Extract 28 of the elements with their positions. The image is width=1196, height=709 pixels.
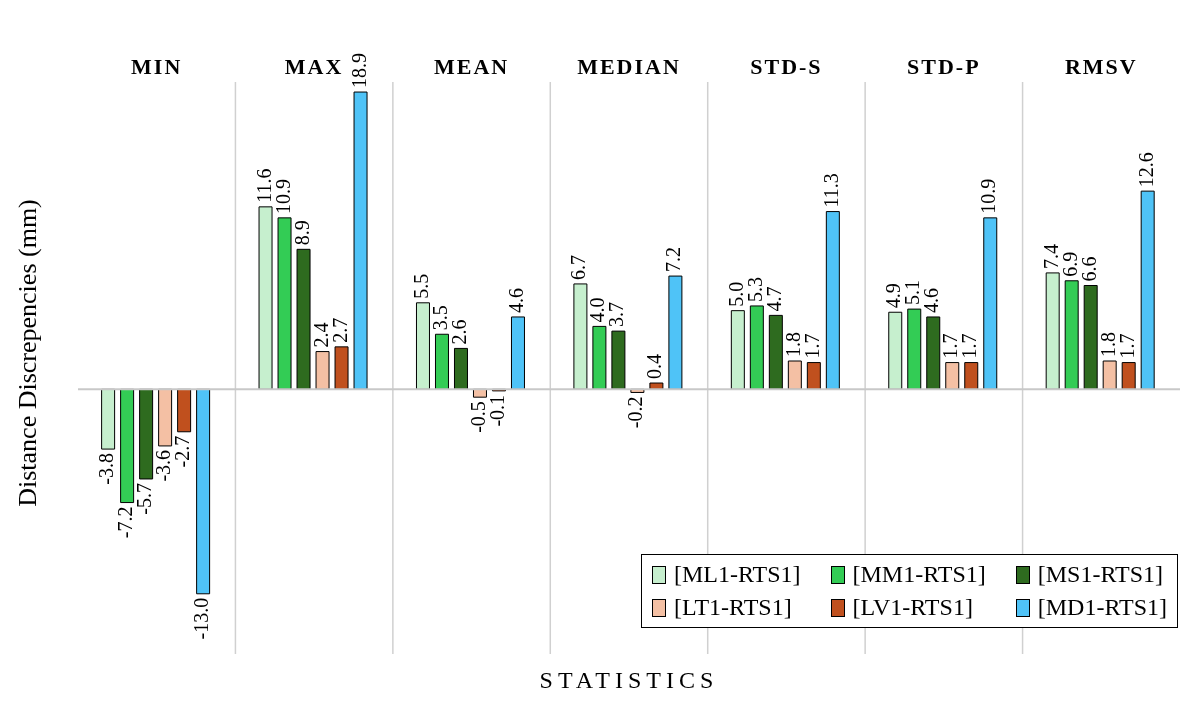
legend-label: [LV1-RTS1] bbox=[851, 594, 974, 621]
data-label: 11.3 bbox=[819, 173, 842, 208]
x-tick-label: RMSV bbox=[1064, 54, 1138, 79]
data-label: 18.9 bbox=[347, 53, 370, 89]
legend-label: [MM1-RTS1] bbox=[851, 561, 986, 588]
legend-label: [MD1-RTS1] bbox=[1036, 594, 1167, 621]
x-tick-label: MIN bbox=[131, 54, 183, 79]
data-label: -3.8 bbox=[95, 453, 118, 485]
data-label: 4.6 bbox=[504, 287, 527, 313]
data-label: 8.9 bbox=[290, 220, 313, 246]
x-tick-label: STD-P bbox=[907, 54, 981, 79]
data-label: -0.2 bbox=[624, 396, 647, 429]
x-tick-label: STD-S bbox=[750, 54, 823, 79]
legend-label: [LT1-RTS1] bbox=[672, 594, 793, 621]
y-axis-title: Distance Discrepencies (mm) bbox=[13, 199, 43, 507]
data-label: 0.4 bbox=[643, 354, 666, 380]
data-label: -13.0 bbox=[190, 597, 213, 640]
legend-label: [MS1-RTS1] bbox=[1036, 561, 1164, 588]
x-axis-title: STATISTICS bbox=[538, 667, 720, 694]
data-label: 5.5 bbox=[409, 273, 432, 299]
data-label: 10.9 bbox=[977, 178, 1000, 214]
legend-label: [ML1-RTS1] bbox=[672, 561, 801, 588]
data-label: 12.6 bbox=[1134, 152, 1157, 188]
x-tick-label: MAX bbox=[284, 54, 344, 79]
data-label: 6.7 bbox=[567, 254, 590, 280]
x-tick-label: MEDIAN bbox=[577, 54, 681, 79]
data-label: 7.2 bbox=[662, 247, 685, 273]
x-tick-label: MEAN bbox=[433, 54, 510, 79]
